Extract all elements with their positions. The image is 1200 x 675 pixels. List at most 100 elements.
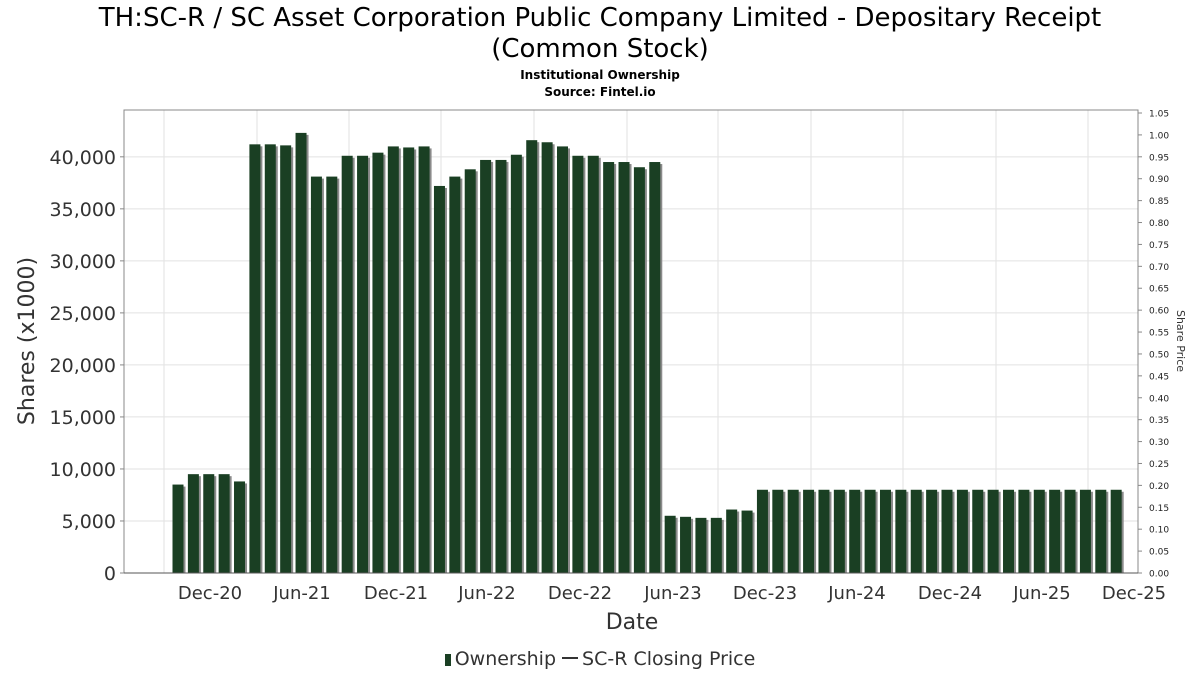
bar xyxy=(264,144,276,573)
bar xyxy=(572,155,584,573)
x-tick-label: Dec-25 xyxy=(1102,583,1166,604)
bar xyxy=(956,489,968,573)
bar xyxy=(357,155,369,573)
x-tick-label: Dec-23 xyxy=(733,583,797,604)
bar xyxy=(218,474,230,573)
y2-tick-label: 0.30 xyxy=(1149,438,1169,448)
y2-tick-label: 0.40 xyxy=(1149,394,1169,404)
bar xyxy=(941,489,953,573)
y2-tick-label: 0.25 xyxy=(1149,460,1169,470)
bar xyxy=(664,515,676,573)
bar xyxy=(1110,489,1122,573)
legend-price-label: SC-R Closing Price xyxy=(582,648,756,670)
bar xyxy=(618,162,630,574)
chart-source: Source: Fintel.io xyxy=(544,85,656,99)
y2-tick-label: 0.50 xyxy=(1149,350,1169,360)
y2-tick-label: 0.10 xyxy=(1149,526,1169,536)
y2-tick-label: 0.75 xyxy=(1149,241,1169,251)
bar xyxy=(249,144,261,573)
bar xyxy=(818,489,830,573)
y2-tick-label: 0.70 xyxy=(1149,263,1169,273)
bar xyxy=(1018,489,1030,573)
bar xyxy=(726,509,738,573)
bar xyxy=(864,489,876,573)
bar xyxy=(987,489,999,573)
bar xyxy=(418,146,430,574)
bar xyxy=(1033,489,1045,573)
y2-tick-label: 1.05 xyxy=(1149,110,1169,120)
bar xyxy=(910,489,922,573)
bar xyxy=(449,176,461,574)
bar xyxy=(187,474,199,573)
bar xyxy=(495,159,507,573)
bar xyxy=(649,162,661,574)
y-tick-label: 25,000 xyxy=(50,303,116,325)
bar xyxy=(710,517,722,573)
bar xyxy=(341,155,353,573)
bar xyxy=(526,140,538,573)
y2-tick-label: 0.20 xyxy=(1149,482,1169,492)
y2-tick-label: 0.80 xyxy=(1149,219,1169,229)
legend-ownership-label: Ownership xyxy=(454,648,557,670)
y2-tick-label: 0.05 xyxy=(1149,548,1169,558)
y-tick-label: 10,000 xyxy=(50,459,116,481)
bar xyxy=(603,162,615,574)
bar xyxy=(895,489,907,573)
bar xyxy=(372,152,384,573)
bar xyxy=(695,517,707,573)
bar xyxy=(1064,489,1076,573)
bar xyxy=(972,489,984,573)
x-tick-label: Dec-22 xyxy=(548,583,612,604)
y2-tick-label: 0.85 xyxy=(1149,197,1169,207)
y2-tick-label: 1.00 xyxy=(1149,131,1169,141)
bar xyxy=(172,484,184,573)
x-tick-label: Dec-20 xyxy=(178,583,242,604)
x-tick-label: Jun-23 xyxy=(643,583,702,604)
bar xyxy=(295,132,307,573)
bar xyxy=(787,489,799,573)
x-tick-label: Dec-21 xyxy=(364,583,428,604)
bar xyxy=(1079,489,1091,573)
y2-tick-label: 0.45 xyxy=(1149,372,1169,382)
chart-title: TH:SC-R / SC Asset Corporation Public Co… xyxy=(98,3,1102,33)
bar xyxy=(387,146,399,574)
bar xyxy=(203,474,215,573)
bar xyxy=(310,176,322,574)
y-tick-label: 20,000 xyxy=(50,355,116,377)
y2-tick-label: 0.35 xyxy=(1149,416,1169,426)
bar xyxy=(433,185,445,573)
y-tick-label: 5,000 xyxy=(62,511,116,533)
bar xyxy=(849,489,861,573)
bar xyxy=(633,167,645,573)
bar xyxy=(833,489,845,573)
y2-axis-label: Share Price xyxy=(1174,310,1187,372)
y-tick-label: 40,000 xyxy=(50,147,116,169)
x-tick-label: Jun-22 xyxy=(457,583,516,604)
chart-subtitle: Institutional Ownership xyxy=(520,68,680,82)
y-tick-label: 15,000 xyxy=(50,407,116,429)
legend-price-line xyxy=(562,657,579,659)
y-tick-label: 30,000 xyxy=(50,251,116,273)
y2-tick-label: 0.15 xyxy=(1149,504,1169,514)
legend-ownership-swatch xyxy=(444,654,451,666)
y-axis-label: Shares (x1000) xyxy=(15,257,40,425)
bar xyxy=(879,489,891,573)
y2-tick-label: 0.00 xyxy=(1149,570,1169,580)
bar xyxy=(926,489,938,573)
bar xyxy=(772,489,784,573)
x-axis-label: Date xyxy=(606,610,659,635)
y2-tick-label: 0.65 xyxy=(1149,285,1169,295)
x-tick-label: Jun-24 xyxy=(827,583,886,604)
bar xyxy=(587,155,599,573)
bar xyxy=(541,142,553,573)
bar xyxy=(464,169,476,574)
bar xyxy=(1095,489,1107,573)
bar xyxy=(403,147,415,573)
y-tick-label: 0 xyxy=(104,563,116,585)
bar xyxy=(510,154,522,573)
y2-tick-label: 0.90 xyxy=(1149,175,1169,185)
x-tick-label: Dec-24 xyxy=(918,583,982,604)
bar xyxy=(803,489,815,573)
bar xyxy=(480,159,492,573)
bar xyxy=(1003,489,1015,573)
